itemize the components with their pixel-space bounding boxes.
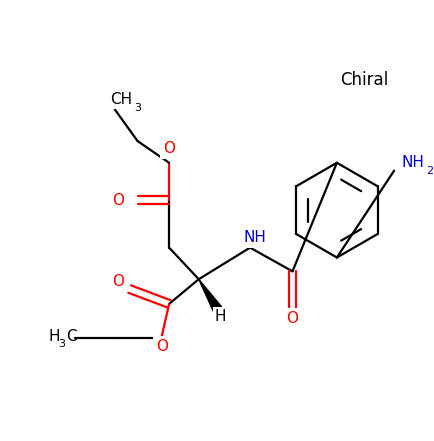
Polygon shape — [199, 279, 223, 314]
Text: O: O — [112, 274, 124, 289]
Text: 3: 3 — [135, 102, 141, 112]
Text: H: H — [215, 309, 226, 324]
Text: 3: 3 — [59, 339, 66, 349]
Text: O: O — [163, 142, 175, 157]
Text: Chiral: Chiral — [340, 71, 389, 89]
Text: O: O — [156, 339, 168, 354]
Text: O: O — [286, 311, 299, 326]
Text: H: H — [49, 329, 60, 344]
Text: 2: 2 — [426, 166, 433, 176]
Text: CH: CH — [110, 92, 132, 107]
Text: NH: NH — [243, 230, 266, 245]
Text: O: O — [112, 193, 124, 208]
Text: NH: NH — [401, 155, 424, 170]
Text: C: C — [66, 329, 77, 344]
